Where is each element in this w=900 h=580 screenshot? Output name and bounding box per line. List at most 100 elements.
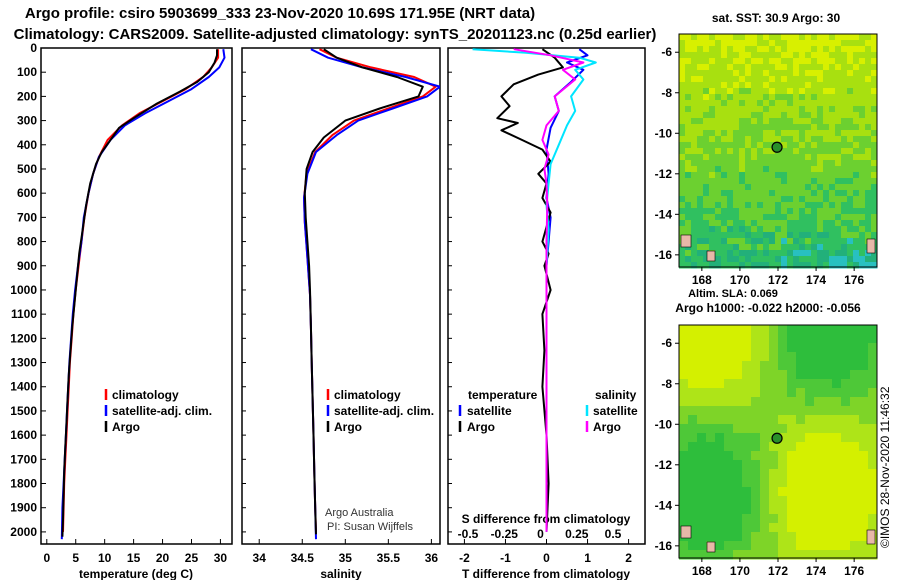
map-cell [805, 196, 812, 203]
map-cell [853, 58, 860, 65]
map-cell [691, 238, 698, 245]
map-cell [721, 172, 728, 179]
map-cell [745, 82, 752, 89]
map-cell [751, 100, 758, 107]
map-cell [769, 226, 776, 233]
map-cell [679, 184, 686, 191]
map-cell [703, 88, 710, 95]
map-cell [841, 208, 848, 215]
map-cell [841, 460, 851, 470]
map-cell [697, 370, 707, 380]
depth-tick-label: 1500 [10, 404, 37, 418]
map-cell [715, 100, 722, 107]
map-cell [691, 100, 698, 107]
map-cell [691, 118, 698, 125]
map-cell [835, 256, 842, 263]
map-cell [688, 442, 698, 452]
map-cell [847, 148, 854, 155]
map-cell [835, 184, 842, 191]
map-cell [751, 106, 758, 113]
x-tick-label: 35.5 [377, 551, 401, 565]
map-cell [829, 154, 836, 161]
map-cell [697, 34, 704, 41]
map-cell [829, 58, 836, 65]
map-cell [769, 118, 776, 125]
map-cell [853, 34, 860, 41]
map-cell [817, 208, 824, 215]
map-cell [823, 196, 830, 203]
map-cell [865, 94, 872, 101]
map-cell [727, 244, 734, 251]
map-cell [787, 262, 794, 269]
map-cell [760, 541, 770, 551]
map-cell [829, 178, 836, 185]
map-cell [685, 118, 692, 125]
map-cell [715, 532, 725, 542]
map-cell [709, 46, 716, 53]
map-cell [787, 214, 794, 221]
map-cell [859, 226, 866, 233]
map-cell [841, 88, 848, 95]
map-cell [763, 124, 770, 131]
map-cell [859, 397, 869, 407]
map-cell [715, 379, 725, 389]
map-cell [763, 34, 770, 41]
map-cell [769, 460, 779, 470]
map-cell [781, 256, 788, 263]
map-cell [688, 325, 698, 335]
map-cell [763, 112, 770, 119]
map-cell [781, 76, 788, 83]
map-cell [769, 184, 776, 191]
map-cell [733, 469, 743, 479]
map-cell [859, 130, 866, 137]
map-cell [745, 118, 752, 125]
map-cell [769, 523, 779, 533]
depth-axis: 0100200300400500600700800900100011001200… [10, 41, 452, 539]
map-cell [853, 232, 860, 239]
map-cell [703, 202, 710, 209]
map-cell [778, 505, 788, 515]
map-cell [841, 214, 848, 221]
map-cell [787, 514, 797, 524]
map-cell [742, 469, 752, 479]
legend-title-temperature: temperature [468, 388, 538, 402]
map-cell [811, 232, 818, 239]
map-cell [685, 124, 692, 131]
map-cell [781, 46, 788, 53]
depth-tick-label: 100 [17, 65, 37, 79]
map-cell [715, 154, 722, 161]
map-cell [757, 160, 764, 167]
map-cell [679, 343, 689, 353]
map-cell [709, 202, 716, 209]
map-cell [799, 262, 806, 269]
map-cell [823, 232, 830, 239]
map-cell [868, 442, 878, 452]
map-cell [715, 130, 722, 137]
map-cell [751, 469, 761, 479]
map-cell [715, 76, 722, 83]
map-cell [871, 52, 878, 59]
map-cell [796, 505, 806, 515]
map-cell [805, 505, 815, 515]
map-cell [817, 262, 824, 269]
map-cell [817, 142, 824, 149]
map-cell [778, 343, 788, 353]
map-cell [868, 352, 878, 362]
map-cell [709, 238, 716, 245]
map-cell [721, 196, 728, 203]
map-cell [778, 541, 788, 551]
map-cell [787, 424, 797, 434]
map-cell [703, 130, 710, 137]
map-cell [697, 166, 704, 173]
map-cell [715, 40, 722, 47]
map-cell [817, 220, 824, 227]
map-cell [793, 40, 800, 47]
map-cell [847, 94, 854, 101]
map-cell [715, 184, 722, 191]
map-cell [850, 478, 860, 488]
map-cell [679, 220, 686, 227]
map-cell [835, 262, 842, 269]
map-cell [853, 178, 860, 185]
map-cell [724, 433, 734, 443]
depth-tick-label: 900 [17, 259, 37, 273]
